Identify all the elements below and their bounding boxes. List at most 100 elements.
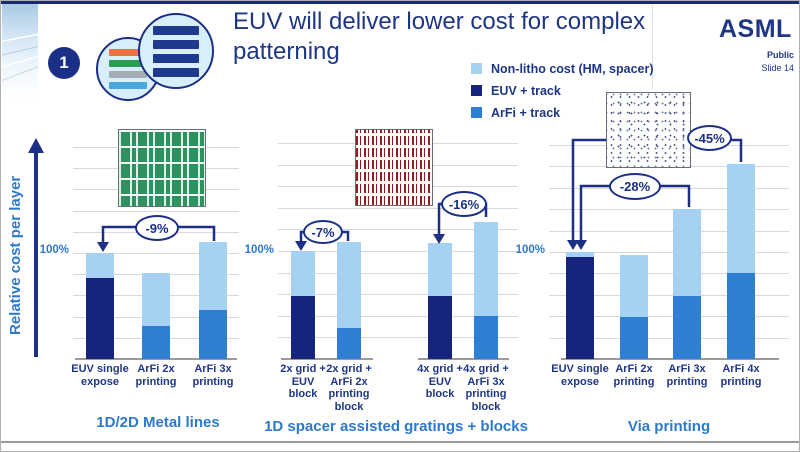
gridline — [549, 294, 789, 296]
bar-segment — [566, 252, 594, 258]
bar-segment — [727, 164, 755, 274]
y-axis-title: Relative cost per layer — [7, 175, 24, 335]
bar-segment — [199, 310, 227, 359]
category-label: 4x grid + ArFi 3x printing block — [463, 363, 509, 413]
x-axis-baseline — [75, 358, 237, 360]
category-label: EUV single expose — [71, 363, 129, 388]
gridline — [73, 295, 239, 297]
caption-metal-lines: 1D/2D Metal lines — [96, 414, 220, 431]
gridline — [73, 274, 239, 276]
category-label: 4x grid + EUV block — [417, 363, 463, 400]
delta-badge-minus45: -45% — [687, 125, 732, 151]
legend-swatch — [471, 85, 482, 96]
decorative-corner-image — [2, 4, 38, 99]
bar-segment — [673, 209, 701, 296]
bar-segment — [142, 273, 170, 327]
gridline — [549, 209, 789, 211]
gridline — [278, 251, 518, 252]
delta-badge-minus7: -7% — [303, 220, 343, 244]
gridline — [549, 337, 789, 339]
caption-via-printing: Via printing — [627, 418, 711, 435]
bar-segment — [673, 295, 701, 359]
top-accent-rule — [1, 1, 799, 4]
category-label: ArFi 4x printing — [720, 363, 762, 388]
bar-segment — [337, 327, 361, 359]
icon-bar-navy — [153, 67, 199, 77]
bar-segment — [474, 315, 498, 359]
icon-bar-blue — [109, 82, 147, 89]
gridline — [73, 253, 239, 254]
bar-segment — [620, 255, 648, 318]
slide-title: EUV will deliver lower cost for complex … — [233, 8, 646, 65]
delta-badge-minus28: -28% — [609, 173, 661, 200]
classification-label: Public — [766, 50, 794, 60]
arrowhead-icon — [433, 234, 445, 244]
category-label: 2x grid + EUV block — [280, 363, 326, 400]
bar-segment — [142, 326, 170, 359]
bar-segment — [86, 278, 114, 359]
bar-segment — [291, 251, 315, 297]
bar-segment — [291, 296, 315, 359]
euv-single-expose-icon — [138, 13, 214, 89]
icon-bar-gray — [109, 71, 147, 78]
category-label: ArFi 3x printing — [666, 363, 708, 388]
bar-segment — [337, 242, 361, 328]
icon-bar-green — [109, 60, 147, 67]
category-label: EUV single expose — [551, 363, 609, 388]
legend-item: EUV + track — [471, 83, 654, 98]
metal-lines-pattern-image — [118, 129, 206, 207]
chart-legend: Non-litho cost (HM, spacer) EUV + track Ar… — [471, 61, 654, 120]
gridline — [278, 315, 518, 317]
icon-bar-navy — [153, 39, 199, 49]
step-number-badge: 1 — [48, 47, 80, 79]
category-label: 2x grid + ArFi 2x printing block — [326, 363, 372, 413]
bar-segment — [199, 242, 227, 311]
gridline — [73, 210, 239, 212]
gridline — [549, 273, 789, 275]
gridline — [73, 316, 239, 318]
gridline — [549, 187, 789, 189]
bar-segment — [86, 253, 114, 279]
gridline — [549, 252, 789, 253]
legend-label: EUV + track — [491, 83, 561, 98]
category-label: ArFi 2x printing — [613, 363, 655, 388]
y-reference-label: 100% — [244, 244, 274, 256]
category-label: ArFi 3x printing — [192, 363, 234, 388]
grating-pattern-image — [355, 129, 433, 206]
x-axis-baseline — [561, 358, 779, 360]
x-axis-baseline — [418, 358, 509, 360]
delta-badge-minus16: -16% — [441, 191, 487, 217]
arrowhead-icon — [567, 240, 579, 250]
gridline — [549, 316, 789, 318]
decorative-lines — [2, 33, 38, 82]
bar-segment — [428, 243, 452, 297]
via-pattern-image — [606, 92, 691, 168]
legend-label: Non-litho cost (HM, spacer) — [491, 61, 654, 76]
legend-swatch — [471, 63, 482, 74]
x-axis-baseline — [281, 358, 373, 360]
gridline — [549, 230, 789, 232]
gridline — [278, 294, 518, 296]
gridline — [73, 337, 239, 339]
gridline — [278, 337, 518, 339]
legend-swatch — [471, 107, 482, 118]
gridline — [278, 272, 518, 274]
icon-bar-orange — [109, 49, 147, 56]
bar-segment — [620, 317, 648, 359]
y-axis-arrowhead-icon — [27, 138, 44, 153]
category-label: ArFi 2x printing — [135, 363, 177, 388]
arrowhead-icon — [97, 242, 109, 252]
y-reference-label: 100% — [515, 244, 545, 256]
bar-segment — [428, 296, 452, 359]
legend-label: ArFi + track — [491, 105, 561, 120]
bottom-rule — [1, 441, 799, 443]
legend-item: Non-litho cost (HM, spacer) — [471, 61, 654, 76]
arrowhead-icon — [295, 241, 307, 251]
bar-segment — [727, 273, 755, 359]
header-divider — [652, 4, 653, 89]
y-reference-label: 100% — [39, 244, 69, 256]
asml-logo: ASML — [719, 15, 792, 43]
legend-item: ArFi + track — [471, 105, 654, 120]
bar-segment — [474, 221, 498, 316]
